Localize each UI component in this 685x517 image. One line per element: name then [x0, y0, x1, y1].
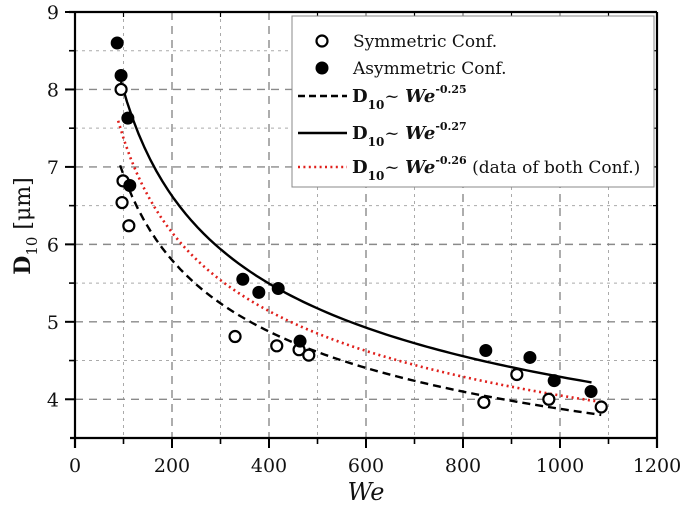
legend-item-asymmetric: Asymmetric Conf. — [315, 59, 507, 79]
fit-curve-solid — [119, 81, 592, 384]
legend-box — [291, 15, 655, 188]
y-tick-label: 5 — [47, 312, 59, 334]
fit-curve-dashed — [118, 164, 602, 417]
symmetric-data-point — [122, 219, 136, 233]
filled-circle-marker-icon — [315, 61, 329, 75]
asymmetric-data-point — [252, 285, 266, 299]
symmetric-data-point — [302, 348, 316, 362]
y-axis-title-unit: [μm] — [11, 177, 36, 236]
x-tick-label: 0 — [69, 455, 81, 477]
symmetric-data-point — [115, 195, 129, 210]
legend-item-fit-025: D10~ We-0.25 — [298, 83, 467, 112]
symmetric-data-point — [114, 82, 128, 97]
x-axis-title: We — [348, 478, 385, 506]
y-tick-label: 4 — [47, 389, 59, 411]
x-tick-label: 1000 — [536, 455, 584, 477]
asymmetric-data-point — [114, 69, 128, 83]
asymmetric-data-point — [271, 282, 285, 296]
axes — [65, 10, 659, 448]
fit-curves — [116, 81, 602, 417]
asymmetric-data-point — [236, 272, 250, 286]
y-axis-title-sub: 10 — [23, 237, 41, 256]
asymmetric-data-point — [523, 350, 537, 364]
y-tick-label: 9 — [47, 2, 59, 24]
legend-item-symmetric: Symmetric Conf. — [315, 32, 497, 52]
x-tick-label: 1200 — [633, 455, 681, 477]
legend-label: Asymmetric Conf. — [352, 59, 507, 79]
legend-label: D10~ We-0.27 — [352, 120, 467, 149]
y-axis-title-main: D — [10, 256, 36, 275]
open-circle-marker-icon — [315, 34, 329, 48]
y-tick-label: 7 — [47, 157, 59, 179]
symmetric-data-point — [270, 339, 284, 353]
asymmetric-data-point — [110, 36, 124, 50]
symmetric-data-point — [594, 400, 608, 414]
symmetric-data-point — [542, 392, 556, 406]
asymmetric-data-point — [584, 385, 598, 399]
legend-item-fit-027: D10~ We-0.27 — [298, 120, 467, 149]
asymmetric-data-point — [123, 178, 137, 192]
symmetric-data-point — [510, 367, 524, 382]
asymmetric-data-point — [547, 374, 561, 388]
symmetric-data-point — [228, 329, 242, 344]
asymmetric-data-point — [121, 111, 135, 125]
legend-label: D10~ We-0.26 (data of both Conf.) — [352, 154, 640, 183]
legend-label: D10~ We-0.25 — [352, 83, 467, 112]
legend-label: Symmetric Conf. — [353, 32, 497, 52]
tick-labels: 0 200 400 600 800 1000 1200 4 5 6 7 8 9 — [47, 2, 681, 477]
y-tick-label: 8 — [47, 79, 59, 101]
symmetric-data-point — [477, 395, 491, 409]
x-tick-label: 600 — [348, 455, 384, 477]
legend: Symmetric Conf. Asymmetric Conf. D10~ We… — [291, 15, 655, 188]
x-tick-label: 800 — [445, 455, 481, 477]
x-tick-label: 200 — [154, 455, 190, 477]
data-points — [110, 36, 608, 414]
y-axis-title: D10 [μm] — [10, 177, 41, 275]
asymmetric-data-point — [479, 343, 493, 357]
y-tick-label: 6 — [47, 234, 59, 256]
asymmetric-data-point — [293, 334, 307, 348]
legend-item-fit-026: D10~ We-0.26 (data of both Conf.) — [298, 154, 640, 183]
x-tick-label: 400 — [251, 455, 287, 477]
